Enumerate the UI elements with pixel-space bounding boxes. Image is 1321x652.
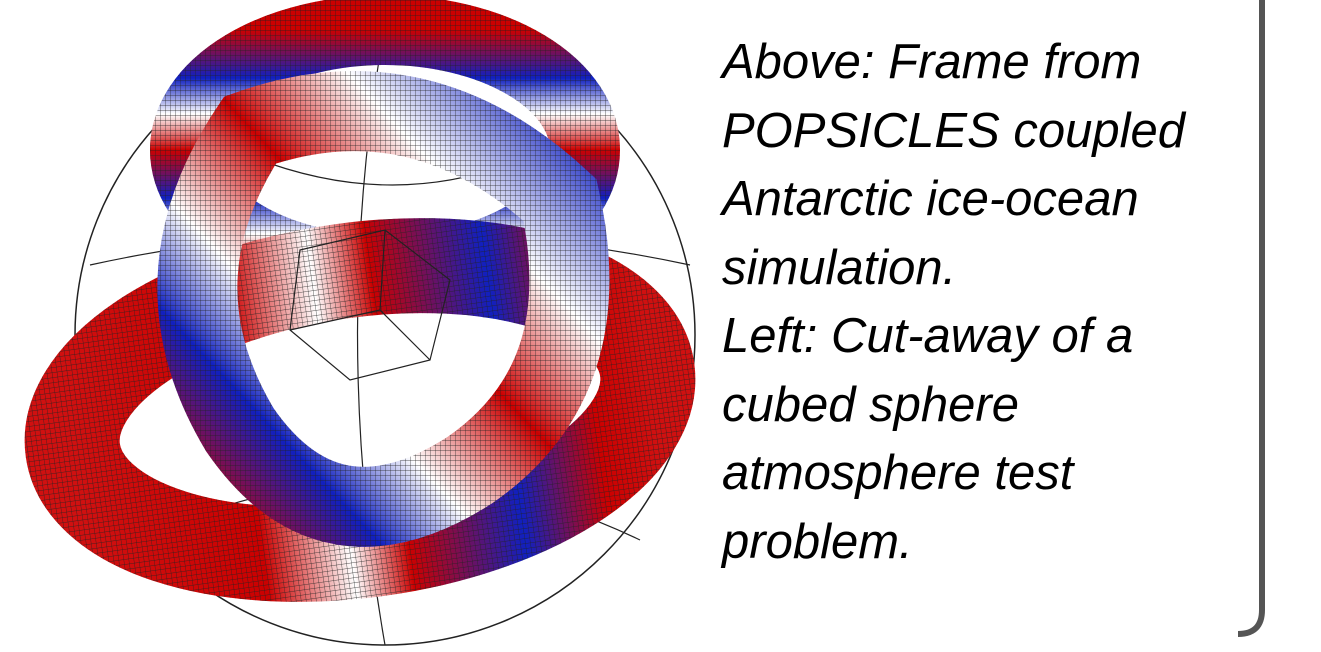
caption-line: Antarctic ice-ocean <box>722 172 1139 226</box>
caption-line: Above: Frame from <box>722 35 1142 89</box>
caption-line: atmosphere test <box>722 446 1074 500</box>
caption-line: simulation. <box>722 240 957 295</box>
caption-line: Left: Cut-away of a <box>722 309 1134 363</box>
cubed-sphere-image <box>24 0 696 646</box>
caption-line: cubed sphere <box>722 377 1019 432</box>
caption-line: POPSICLES coupled <box>722 103 1186 158</box>
caption: Above: Frame from POPSICLES coupled Anta… <box>722 28 1185 576</box>
slide-border <box>1237 0 1265 637</box>
caption-line: problem. <box>722 514 913 569</box>
